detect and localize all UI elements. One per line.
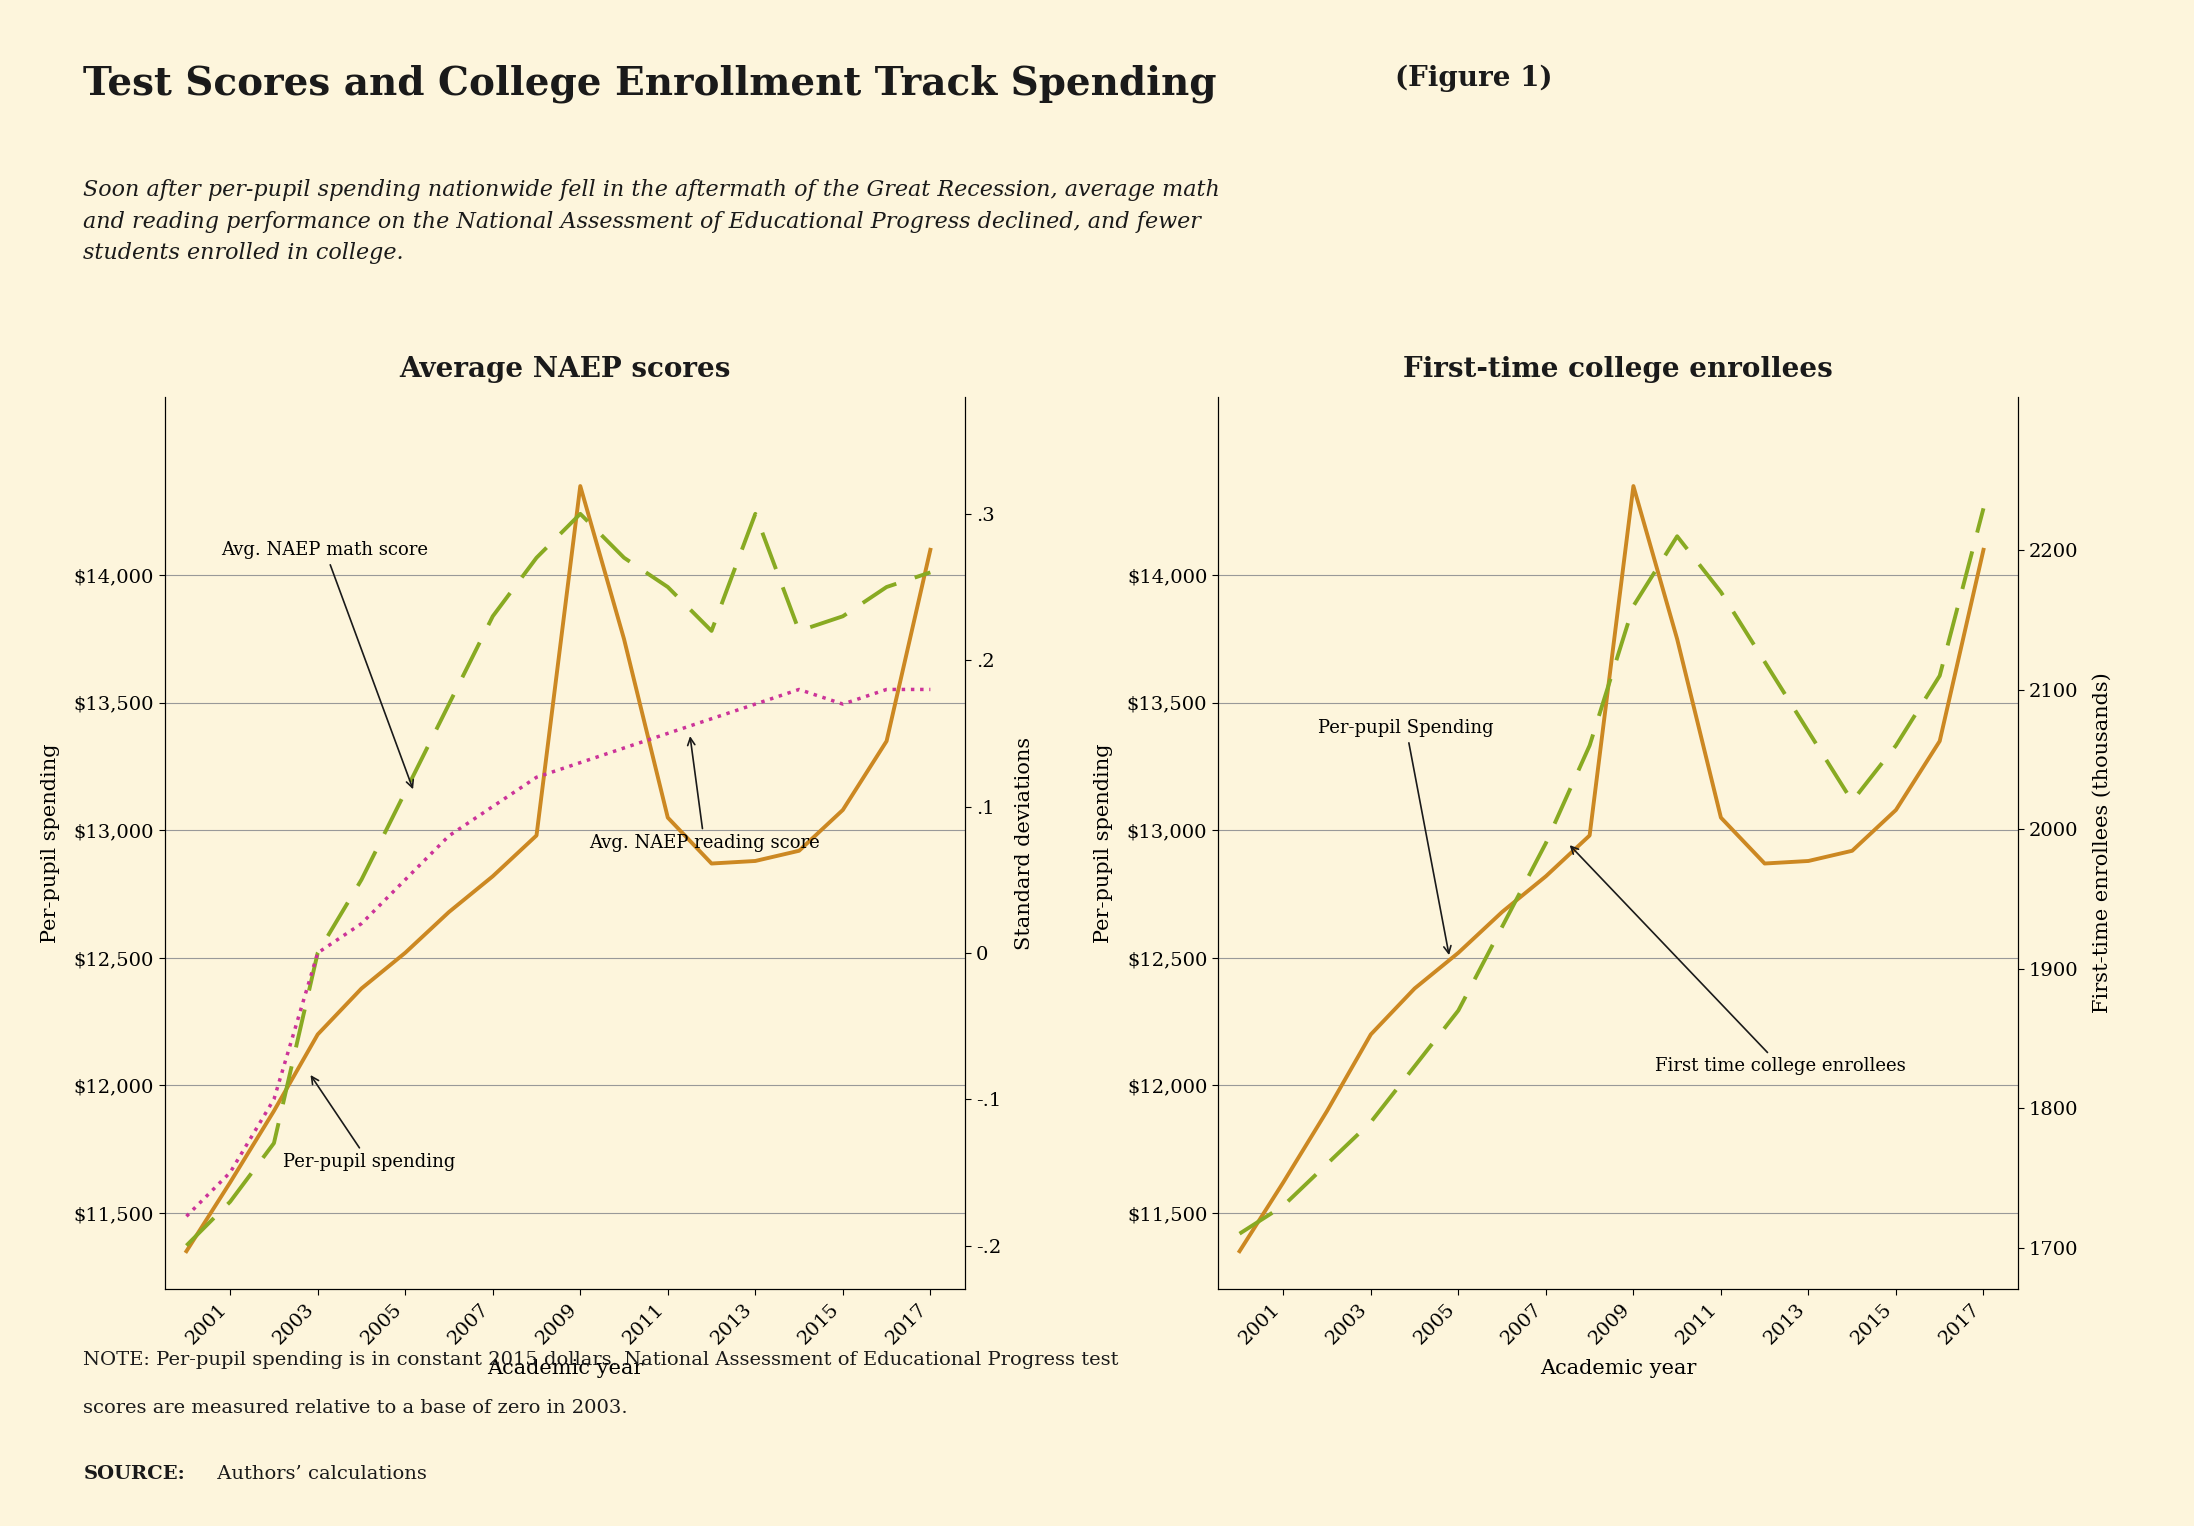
Text: scores are measured relative to a base of zero in 2003.: scores are measured relative to a base o… <box>83 1399 627 1418</box>
Text: NOTE: Per-pupil spending is in constant 2015 dollars. National Assessment of Edu: NOTE: Per-pupil spending is in constant … <box>83 1351 1119 1369</box>
Y-axis label: First-time enrollees (thousands): First-time enrollees (thousands) <box>2093 673 2111 1013</box>
Text: Soon after per-pupil spending nationwide fell in the aftermath of the Great Rece: Soon after per-pupil spending nationwide… <box>83 179 1220 264</box>
Text: (Figure 1): (Figure 1) <box>1395 64 1553 92</box>
Text: First time college enrollees: First time college enrollees <box>1571 847 1907 1076</box>
X-axis label: Academic year: Academic year <box>487 1358 643 1378</box>
Text: Per-pupil Spending: Per-pupil Spending <box>1319 719 1494 954</box>
Text: Avg. NAEP math score: Avg. NAEP math score <box>222 542 428 787</box>
Title: Average NAEP scores: Average NAEP scores <box>399 356 731 383</box>
Y-axis label: Per-pupil spending: Per-pupil spending <box>42 743 59 943</box>
Text: Avg. NAEP reading score: Avg. NAEP reading score <box>588 739 821 852</box>
Y-axis label: Standard deviations: Standard deviations <box>1016 737 1033 949</box>
X-axis label: Academic year: Academic year <box>1540 1358 1696 1378</box>
Text: SOURCE:: SOURCE: <box>83 1465 184 1483</box>
Text: Test Scores and College Enrollment Track Spending: Test Scores and College Enrollment Track… <box>83 64 1218 104</box>
Text: Authors’ calculations: Authors’ calculations <box>211 1465 426 1483</box>
Text: Per-pupil spending: Per-pupil spending <box>283 1076 454 1170</box>
Y-axis label: Per-pupil spending: Per-pupil spending <box>1095 743 1112 943</box>
Title: First-time college enrollees: First-time college enrollees <box>1404 356 1832 383</box>
